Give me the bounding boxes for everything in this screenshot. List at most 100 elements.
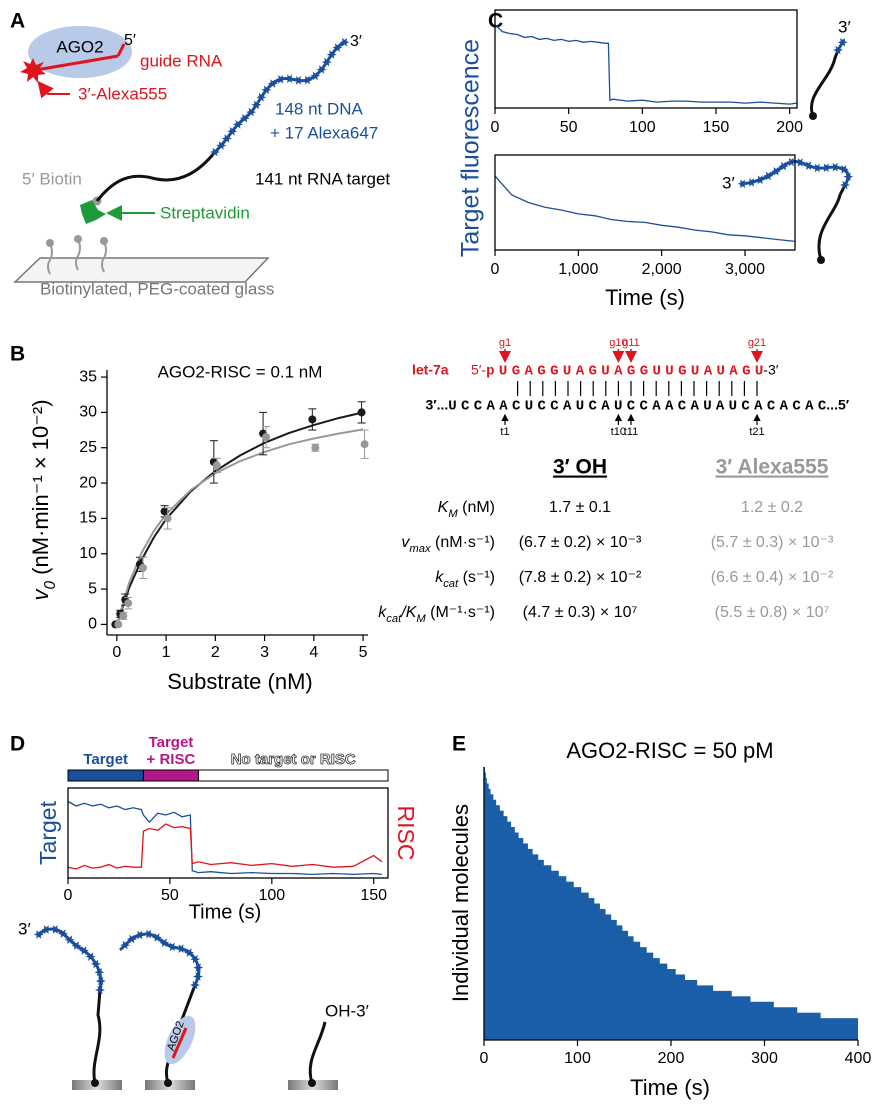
peg-stalks [47,239,107,275]
guide-rna [171,1027,188,1059]
molecule-row [484,848,533,855]
molecule-row [484,979,698,986]
table-cell: (5.5 ± 0.8) × 10⁷ [715,604,830,621]
dye-star [778,161,789,171]
dye-star [837,38,848,47]
sequence-end: 3′... [425,397,448,413]
molecule-row [484,947,647,953]
y-tick-label: 0 [88,616,97,633]
row-label: kcat (s⁻¹) [435,569,495,590]
molecule-row [484,1023,858,1030]
y-axis-label: Target fluorescence [457,39,485,257]
molecule-row [484,865,552,872]
row-label-part: K [406,604,418,621]
state-bar [142,769,199,782]
dye-star [332,43,343,52]
x-tick-label: 100 [258,887,285,904]
dye-star [843,172,854,181]
mirna-name: let-7a [412,362,449,378]
label: 3′ [350,33,362,50]
data-point [124,599,133,608]
y-tick-label: 15 [79,510,97,527]
legend-label: RISC [393,806,419,861]
data-point [308,415,317,424]
x-tick-label: 0 [480,1050,489,1067]
molecule-row [484,832,519,839]
dye-star [316,65,327,74]
dye-star [795,158,806,167]
data-point [212,461,221,470]
x-tick-label: 100 [629,119,656,136]
molecule-row [484,936,634,943]
label: 5′ Biotin [22,169,82,188]
molecule-row [484,958,660,964]
data-point [138,563,147,572]
molecule-row [484,783,489,790]
molecule-row [484,1012,821,1019]
label: 3′ [838,17,851,36]
fit-curve [115,411,364,625]
table-cell: (6.7 ± 0.2) × 10⁻³ [519,534,642,551]
molecule-row [484,1001,774,1008]
row-label-part: cat [386,613,402,625]
data-point [119,611,128,620]
molecule-row [484,919,617,926]
y-tick-label: 10 [79,545,97,562]
molecule-row [484,870,559,877]
molecule-row [484,1029,858,1035]
dye-star [821,163,832,173]
dye-star [71,941,82,950]
ago2 [28,26,132,78]
molecule-row [484,903,600,910]
position-label: g11 [622,337,640,349]
label: OH-3′ [325,1001,369,1020]
guide-rna [35,54,119,72]
molecule-row [484,887,582,893]
dye-star [840,180,850,190]
dye-star [176,944,187,953]
x-tick-label: 3 [260,644,269,661]
molecule-row [484,859,544,866]
molecule-row [484,876,567,882]
x-tick-label: 2 [211,644,220,661]
dye-star [339,37,350,47]
molecule-row [484,996,751,1003]
x-tick-label: 100 [564,1050,591,1067]
row-label-part: k [435,569,444,586]
dye-star [33,930,44,939]
molecule-row [484,854,539,861]
molecule-row [484,930,628,937]
dye-star [275,75,286,84]
row-label: kcat/KM (M⁻¹·s⁻¹) [378,604,495,625]
molecule-row [484,898,595,904]
data-point [357,408,366,417]
row-label-part: cat [443,578,459,590]
x-tick-label: 50 [560,119,578,136]
row-label-part: M [416,613,426,625]
row-label: vmax (nM·s⁻¹) [401,534,495,555]
row-label-part: K [438,499,450,516]
molecule-row [484,969,676,975]
chart-title: AGO2-RISC = 0.1 nM [158,362,323,381]
x-tick-label: 150 [360,887,387,904]
dye-star [803,161,814,170]
dye-star [227,126,238,136]
y-axis-label: v0 (nM·min⁻¹ × 10⁻²) [28,399,59,600]
molecule-row [484,1034,858,1041]
sequence-end: 5′- [471,362,486,378]
table-cell: (5.7 ± 0.3) × 10⁻³ [711,534,834,551]
target-sequence: UCCAACUCCAUCAUCCAACAUAUCACACAC [448,399,827,415]
dye-star [64,935,75,945]
x-axis-label: Time (s) [605,285,685,310]
x-tick-label: 150 [703,119,730,136]
y-tick-label: 20 [79,474,97,491]
molecule-row [484,963,668,970]
fit-curve [115,428,364,625]
row-label-part: (M⁻¹·s⁻¹) [426,604,495,621]
molecule-row [484,805,500,811]
dye-star [267,79,278,88]
row-label-part: / [400,604,407,621]
molecule-row [484,881,574,888]
dye-star [134,930,145,940]
